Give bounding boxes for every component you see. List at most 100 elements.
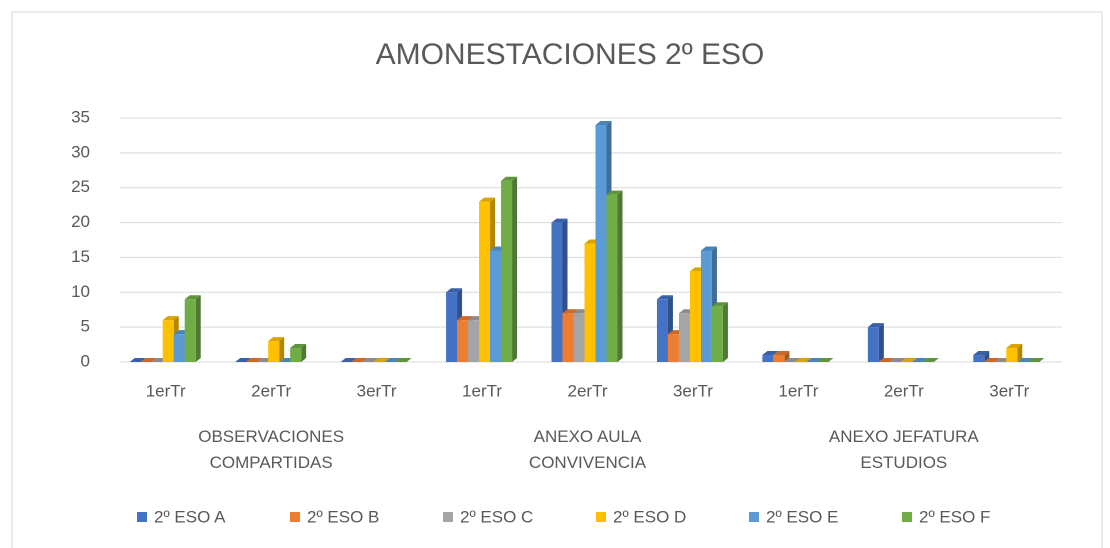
x-tick-label: 2erTr <box>251 381 291 400</box>
bar-top <box>1028 358 1045 362</box>
bar-top <box>1017 358 1034 362</box>
y-tick-label: 15 <box>71 247 90 266</box>
bar <box>973 355 985 362</box>
bar-side <box>1017 344 1023 362</box>
legend-swatch <box>137 512 147 522</box>
bar <box>773 355 785 362</box>
bar-top <box>362 358 379 362</box>
y-tick-label: 20 <box>71 212 90 231</box>
bar <box>700 250 712 362</box>
group-label: OBSERVACIONES COMPARTIDAS <box>198 427 345 472</box>
bar-top <box>246 358 263 362</box>
bar-top <box>656 295 673 300</box>
bar-top <box>395 358 412 362</box>
bar-top <box>784 358 801 362</box>
bar-side <box>617 190 623 362</box>
bar-top <box>551 218 568 223</box>
bar-side <box>195 295 201 362</box>
bar-top <box>290 344 307 349</box>
y-tick-label: 5 <box>81 317 90 336</box>
legend-label: 2º ESO D <box>613 507 686 526</box>
legend-swatch <box>290 512 300 522</box>
y-tick-label: 35 <box>71 107 90 126</box>
x-tick-label: 3erTr <box>673 381 713 400</box>
bar-top <box>878 358 895 362</box>
bar-top <box>984 358 1001 362</box>
bar-top <box>795 358 812 362</box>
bar-top <box>501 176 518 181</box>
bar-top <box>900 358 917 362</box>
bar-top <box>911 358 928 362</box>
y-tick-label: 0 <box>81 351 90 370</box>
bar-top <box>235 358 252 362</box>
bar <box>584 243 596 362</box>
legend-label: 2º ESO E <box>766 507 838 526</box>
group-label: ANEXO AULA CONVIVENCIA <box>528 427 647 472</box>
y-tick-label: 10 <box>71 282 90 301</box>
x-tick-label: 1erTr <box>146 381 186 400</box>
bar <box>446 292 458 362</box>
bar <box>457 320 469 362</box>
bar <box>268 341 280 362</box>
bar <box>490 250 502 362</box>
bar-top <box>162 316 179 321</box>
x-tick-label: 2erTr <box>568 381 608 400</box>
bar <box>573 313 585 362</box>
bar-top <box>340 358 357 362</box>
bar <box>479 201 491 362</box>
chart-border <box>11 11 1103 548</box>
bar-top <box>762 351 779 356</box>
x-tick-label: 1erTr <box>778 381 818 400</box>
bar-top <box>129 358 146 362</box>
bar-side <box>878 323 884 362</box>
bar <box>762 355 774 362</box>
bar <box>562 313 574 362</box>
bar-top <box>700 246 717 251</box>
bar-top <box>711 302 728 307</box>
bar <box>667 334 679 362</box>
bar-side <box>784 351 790 362</box>
bar-top <box>373 358 390 362</box>
bar-side <box>984 351 990 362</box>
bar-side <box>279 337 285 362</box>
bar-top <box>457 316 474 321</box>
bar-top <box>384 358 401 362</box>
bar-top <box>973 351 990 356</box>
bar <box>606 194 618 362</box>
bar <box>290 348 302 362</box>
legend-swatch <box>443 512 453 522</box>
bar-top <box>889 358 906 362</box>
bar <box>162 320 174 362</box>
y-tick-label: 25 <box>71 177 90 196</box>
bar <box>656 299 668 362</box>
bar <box>173 334 185 362</box>
bar <box>184 299 196 362</box>
x-tick-label: 3erTr <box>989 381 1029 400</box>
group-label: ANEXO JEFATURA ESTUDIOS <box>828 427 979 472</box>
bar-top <box>595 120 612 125</box>
legend-swatch <box>902 512 912 522</box>
bar-top <box>867 323 884 328</box>
bar <box>551 222 563 362</box>
bar-top <box>562 309 579 314</box>
legend-label: 2º ESO A <box>154 507 226 526</box>
bar-top <box>1006 344 1023 349</box>
bar <box>1006 348 1018 362</box>
bar-top <box>446 288 463 293</box>
y-tick-label: 30 <box>71 142 90 161</box>
bar-top <box>351 358 368 362</box>
legend-swatch <box>596 512 606 522</box>
bar-side <box>722 302 728 362</box>
bar <box>711 306 723 362</box>
legend-swatch <box>749 512 759 522</box>
bar <box>595 124 607 362</box>
bar-top <box>806 358 823 362</box>
bar-top <box>184 295 201 300</box>
legend-label: 2º ESO C <box>460 507 533 526</box>
bar <box>867 327 879 362</box>
bar <box>678 313 690 362</box>
x-tick-label: 1erTr <box>462 381 502 400</box>
legend-label: 2º ESO B <box>307 507 379 526</box>
